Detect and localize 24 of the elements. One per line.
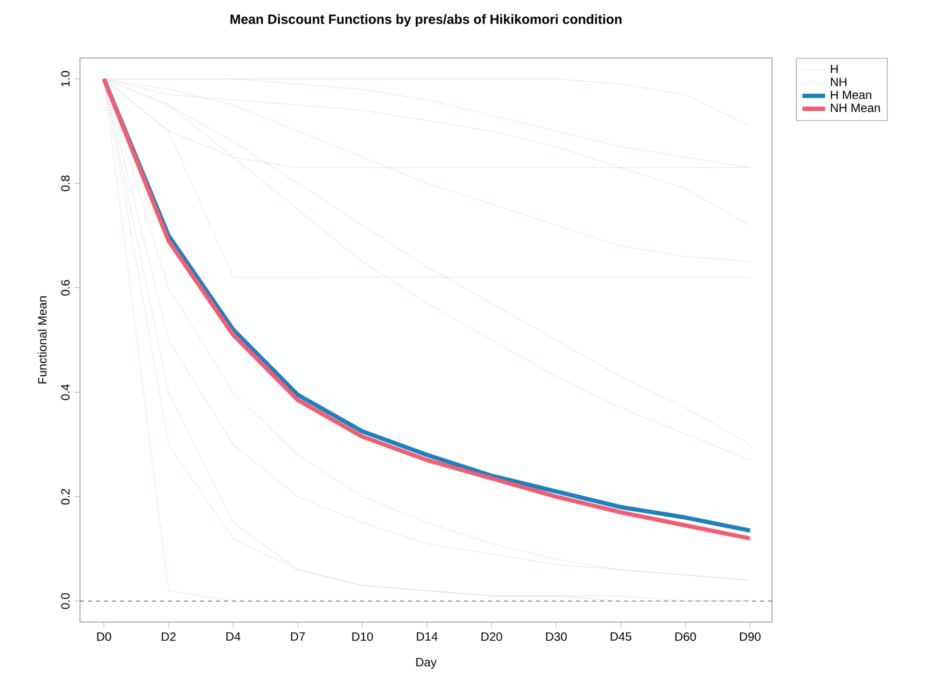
- x-tick-label: D30: [546, 632, 567, 641]
- x-tick-label: D2: [162, 632, 176, 641]
- legend-label: NH Mean: [830, 104, 880, 112]
- y-tick-label: 0.6: [61, 280, 70, 296]
- chart-title: Mean Discount Functions by pres/abs of Hikikomori condition: [230, 14, 622, 27]
- y-tick-label: 0.0: [61, 593, 70, 609]
- y-tick-label: 0.2: [61, 488, 70, 505]
- x-tick-label: D90: [740, 632, 761, 641]
- y-tick-label: 0.4: [61, 384, 70, 400]
- x-axis-title: Day: [416, 658, 437, 669]
- x-tick-label: D4: [226, 632, 240, 641]
- x-tick-label: D10: [352, 632, 373, 641]
- legend-label: H Mean: [830, 90, 872, 100]
- x-tick-label: D0: [97, 632, 112, 641]
- y-tick-label: 1.0: [61, 71, 70, 86]
- x-tick-label: D20: [482, 632, 502, 641]
- x-tick-label: D14: [416, 632, 438, 641]
- legend-label: H: [830, 64, 838, 74]
- y-axis-title: Functional Mean: [38, 296, 47, 384]
- x-tick-label: D45: [610, 632, 632, 641]
- y-tick-label: 0.8: [61, 176, 70, 192]
- x-tick-label: D60: [675, 632, 696, 641]
- legend-label: NH: [830, 78, 846, 86]
- x-tick-label: D7: [291, 632, 305, 641]
